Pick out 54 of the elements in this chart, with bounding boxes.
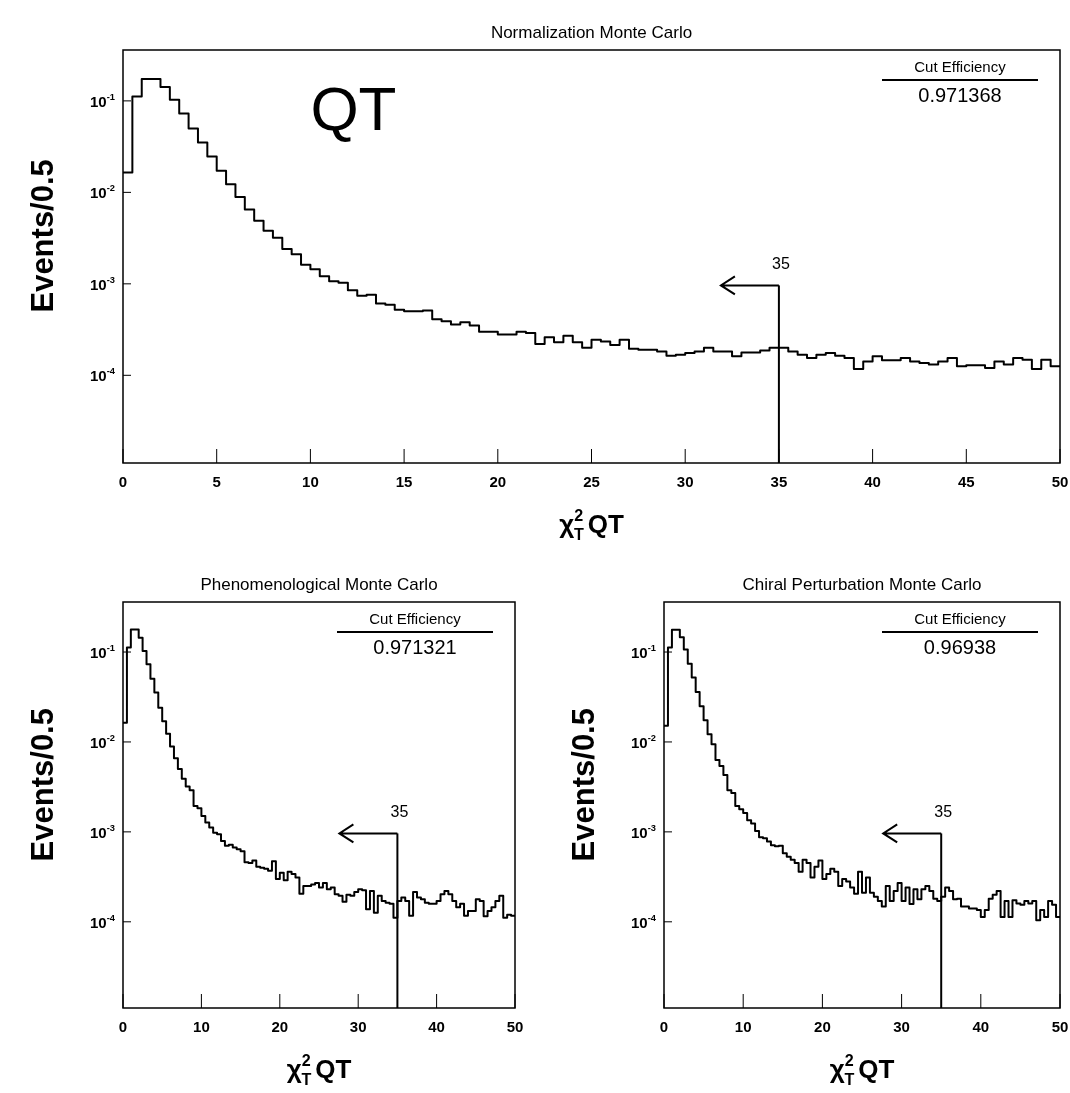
y-tick-label: 10$^{-3}$ [631,823,656,841]
y-tick-label: 10$^{-1}$ [90,643,115,662]
x-tick-label: 30 [893,1018,910,1035]
x-tick-label: 10 [193,1018,210,1035]
chart-title: Normalization Monte Carlo [490,23,693,42]
x-tick-label: 45 [957,473,975,490]
y-tick-label: 10$^{-3}$ [90,823,115,841]
annotation: Cut Efficiency [369,610,462,627]
y-tick-label: 10$^{-2}$ [90,183,115,202]
x-tick-label: 40 [428,1018,445,1035]
x-tick-label: 40 [864,473,881,490]
x-tick-label: 40 [972,1018,990,1035]
x-tick-label: 15 [395,473,413,490]
y-axis-title: Events/0.5 [25,159,60,313]
x-tick-label: 20 [489,473,507,490]
chart-title: Phenomenological Monte Carlo [200,575,438,594]
x-axis-title: χ$_{T}$$^{2}$ QT [286,1051,352,1088]
x-tick-label: 0 [118,1018,128,1035]
ref-line-label: 35 [390,803,409,821]
y-tick-label: 10$^{-1}$ [90,92,115,110]
ref-line-label: 35 [772,255,790,273]
annotation: 0.96938 [923,636,997,658]
y-axis-title: Events/0.5 [566,708,601,862]
y-tick-label: 10$^{-2}$ [90,733,115,751]
y-tick-label: 10$^{-2}$ [631,733,656,751]
x-tick-label: 20 [271,1018,289,1035]
x-tick-label: 30 [349,1018,367,1035]
annotation: Cut Efficiency [914,610,1007,627]
chart-title: Chiral Perturbation Monte Carlo [742,575,982,594]
x-tick-label: 5 [212,473,221,490]
annotation: 0.971368 [918,84,1002,106]
annotation: 0.971321 [373,636,457,658]
y-tick-label: 10$^{-1}$ [631,643,656,662]
y-axis-title: Events/0.5 [25,708,60,862]
x-tick-label: 30 [676,473,694,490]
y-tick-label: 10$^{-4}$ [631,913,657,931]
x-tick-label: 10 [734,1018,752,1035]
x-axis-title: χ$_{T}$$^{2}$ QT [829,1051,895,1088]
y-tick-label: 10$^{-3}$ [90,275,115,293]
annotation: Cut Efficiency [914,58,1007,75]
x-tick-label: 50 [1051,1018,1069,1035]
x-tick-label: 10 [302,473,319,490]
x-tick-label: 35 [770,473,788,490]
x-tick-label: 50 [506,1018,524,1035]
y-tick-label: 10$^{-4}$ [90,913,116,931]
ref-line-label: 35 [934,803,953,821]
x-axis-title: χ$_{T}$$^{2}$ QT [559,506,624,543]
x-tick-label: 0 [659,1018,669,1035]
x-tick-label: 20 [814,1018,831,1035]
annotation: QT [310,74,397,143]
x-tick-label: 50 [1051,473,1069,490]
x-tick-label: 25 [583,473,600,490]
x-tick-label: 0 [118,473,128,490]
y-tick-label: 10$^{-4}$ [90,366,116,385]
